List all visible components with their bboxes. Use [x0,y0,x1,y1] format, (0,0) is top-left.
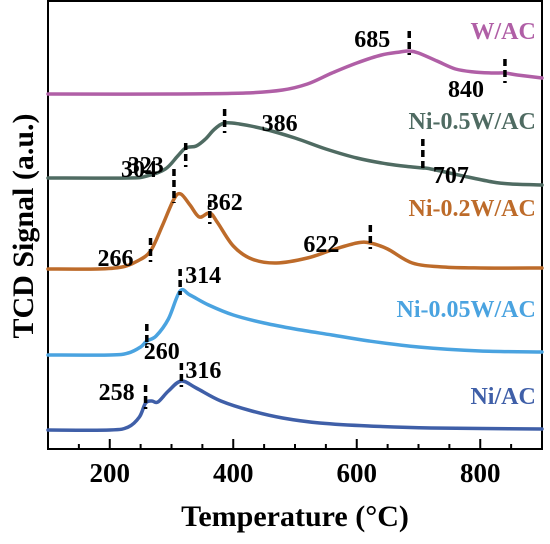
peak-label: 323 [128,153,164,179]
peak-label: 304 [121,157,157,183]
x-axis-ticks: 200 400 600 800 [47,439,543,488]
peak-label: 266 [98,246,134,272]
peak-label: 622 [303,232,339,258]
x-axis-title: Temperature (°C) [181,500,409,533]
series-line [46,49,544,96]
peak-label: 840 [448,77,484,103]
peak-label: 314 [185,263,221,289]
y-axis-title: TCD Signal (a.u.) [7,113,40,338]
peak-label: 316 [185,358,221,384]
series-layer [46,49,544,432]
x-tick-label: 600 [337,458,378,488]
x-tick-label: 400 [213,458,254,488]
peak-label: 362 [207,190,243,216]
peak-markers [143,31,507,409]
peak-label: 386 [262,111,298,137]
series-name-label: Ni-0.2W/AC [408,196,535,222]
annotation-labels: 685 840 W/AC 323 386 707 Ni-0.5W/AC 266 304 362 62… [98,19,536,410]
peak-label: 685 [354,27,390,53]
series-line [46,120,544,187]
series-line [46,287,544,357]
series-name-label: W/AC [470,19,535,45]
peak-label: 707 [433,163,469,189]
series-name-label: Ni-0.5W/AC [408,109,535,135]
peak-label: 258 [99,380,135,406]
peak-label: 260 [144,339,180,365]
x-tick-label: 800 [460,458,501,488]
series-name-label: Ni/AC [470,384,535,410]
series-line [46,379,544,432]
series-name-label: Ni-0.05W/AC [396,297,535,323]
x-tick-label: 200 [90,458,131,488]
